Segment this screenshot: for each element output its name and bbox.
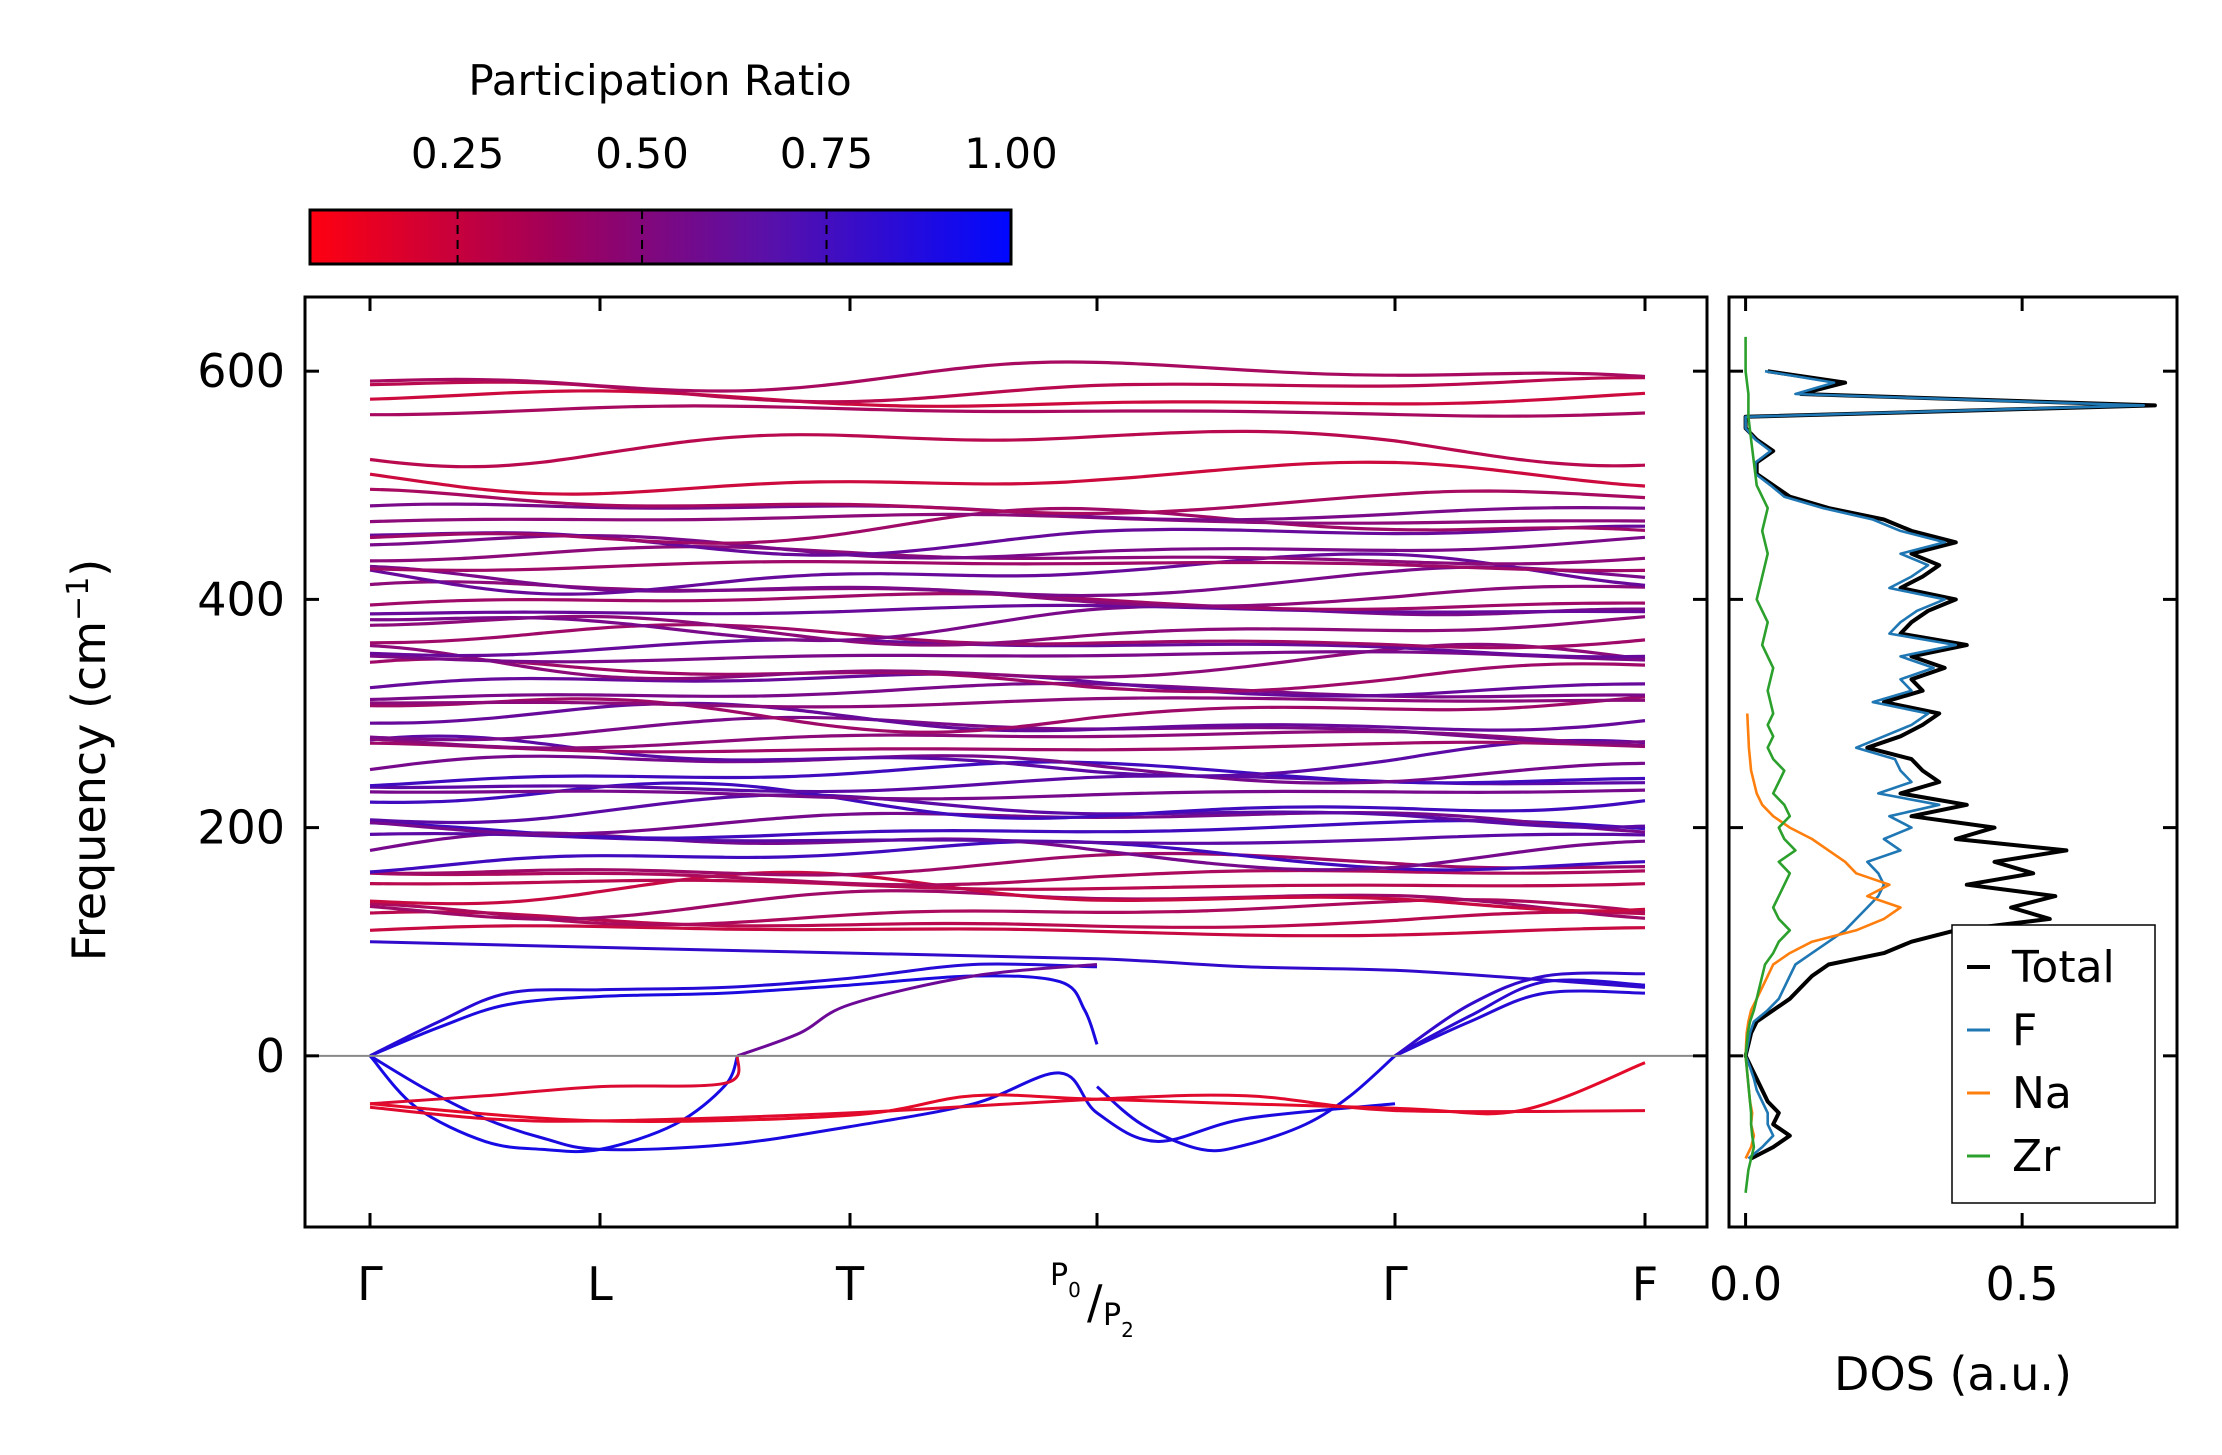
band-line	[369, 870, 1646, 913]
svg-text:P0: P0	[1050, 1258, 1081, 1302]
band-line	[736, 963, 1098, 1058]
dos-y-ticks	[1729, 369, 2177, 1058]
band-line	[1096, 1054, 1396, 1153]
band-line	[369, 788, 1646, 801]
band-line	[369, 974, 1099, 1058]
kpoint-label: T	[835, 1257, 865, 1311]
band-line	[369, 962, 1098, 1058]
dos-panel: 0.0 0.5 DOS (a.u.) Total F Na Zr	[1709, 295, 2179, 1401]
band-line	[369, 681, 1646, 702]
band-line	[1394, 989, 1646, 1058]
band-line	[369, 1055, 741, 1106]
band-y-axis-label: Frequency (cm−1)	[61, 559, 117, 962]
colorbar-tick-label: 1.00	[964, 129, 1058, 178]
band-line	[369, 1093, 1646, 1123]
dos-line-f	[1744, 369, 2146, 1160]
band-axes-frame	[303, 295, 1709, 1229]
band-line	[369, 851, 1646, 877]
dos-line-zr	[1744, 336, 1797, 1193]
band-line	[369, 924, 1646, 938]
band-line	[368, 1054, 739, 1154]
dos-lines	[1743, 336, 2157, 1193]
special-kpoint-label: P0 / P2	[1050, 1258, 1134, 1342]
band-line	[369, 429, 1646, 469]
y-tick-label: 600	[197, 344, 285, 398]
band-lines	[368, 360, 1646, 1154]
band-structure-panel: 0 200 400 600 Γ L T Γ F Frequency (cm−1) P0 / P…	[61, 295, 1709, 1342]
dos-x-tick-label: 0.5	[1986, 1257, 2059, 1311]
band-line	[369, 831, 1646, 872]
band-line	[369, 878, 1646, 891]
band-line	[369, 940, 1646, 989]
band-line	[369, 868, 1646, 887]
band-line	[369, 657, 1646, 694]
colorbar: Participation Ratio 0.25 0.50 0.75 1.00	[308, 56, 1058, 266]
band-line	[369, 760, 1646, 788]
band-line	[369, 734, 1646, 778]
dos-x-ticks: 0.0 0.5	[1709, 297, 2059, 1311]
kpoint-label: Γ	[357, 1257, 383, 1311]
dos-x-axis-label: DOS (a.u.)	[1834, 1347, 2072, 1401]
kpoint-label: F	[1632, 1257, 1658, 1311]
band-line	[369, 839, 1646, 874]
svg-text:P2: P2	[1103, 1298, 1134, 1342]
legend-label: Na	[2012, 1068, 2072, 1119]
band-line	[369, 781, 1646, 820]
colorbar-tick-label: 0.50	[595, 129, 689, 178]
colorbar-title: Participation Ratio	[468, 56, 851, 105]
legend-label: Total	[2011, 942, 2115, 993]
band-line	[369, 650, 1646, 664]
band-line	[369, 754, 1646, 785]
y-tick-label: 0	[256, 1029, 285, 1083]
band-line	[369, 487, 1646, 516]
band-line	[1394, 971, 1646, 1058]
colorbar-tick-label: 0.75	[780, 129, 874, 178]
band-line	[369, 740, 1646, 754]
colorbar-ticks: 0.25 0.50 0.75 1.00	[411, 129, 1058, 264]
band-y-ticks: 0 200 400 600	[197, 344, 1707, 1083]
band-line	[1394, 978, 1646, 1058]
band-line	[369, 404, 1646, 418]
band-line	[369, 559, 1646, 573]
band-line	[369, 793, 1646, 829]
band-line	[369, 910, 1646, 929]
y-tick-label: 400	[197, 572, 285, 626]
dos-line-na	[1744, 713, 1902, 1160]
band-line	[369, 604, 1646, 643]
legend-label: F	[2012, 1005, 2037, 1056]
dos-legend: Total F Na Zr	[1951, 924, 2156, 1204]
band-line	[369, 460, 1646, 496]
band-line	[369, 603, 1646, 616]
band-line	[369, 1061, 1646, 1123]
band-line	[369, 695, 1646, 734]
band-line	[369, 564, 1646, 598]
svg-text:/: /	[1087, 1275, 1103, 1329]
dos-line-total	[1743, 369, 2157, 1161]
legend-label: Zr	[2012, 1131, 2061, 1182]
colorbar-gradient	[308, 208, 1013, 266]
band-line	[369, 512, 1646, 525]
kpoint-label: Γ	[1382, 1257, 1408, 1311]
dos-x-tick-label: 0.0	[1709, 1257, 1782, 1311]
band-line	[369, 889, 1646, 921]
band-line	[369, 614, 1646, 647]
band-line	[369, 552, 1646, 596]
band-line	[369, 360, 1646, 393]
y-tick-label: 200	[197, 801, 285, 855]
dos-axes-frame	[1727, 295, 2179, 1229]
kpoint-label: L	[587, 1257, 613, 1311]
band-line	[369, 715, 1646, 745]
band-line	[369, 696, 1645, 709]
colorbar-tick-label: 0.25	[411, 129, 505, 178]
band-line	[369, 389, 1646, 408]
